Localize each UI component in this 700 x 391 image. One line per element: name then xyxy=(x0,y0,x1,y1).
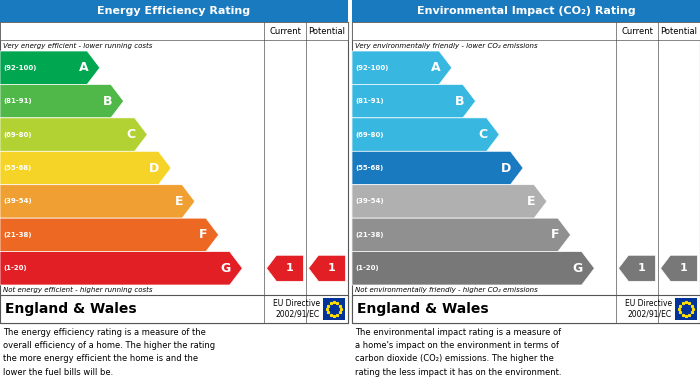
Text: Potential: Potential xyxy=(661,27,697,36)
Text: The energy efficiency rating is a measure of the
overall efficiency of a home. T: The energy efficiency rating is a measur… xyxy=(3,328,215,377)
Text: (92-100): (92-100) xyxy=(3,65,36,71)
Text: F: F xyxy=(198,228,207,241)
Bar xyxy=(0,0,348,22)
Text: D: D xyxy=(149,161,160,174)
Text: Current: Current xyxy=(269,27,301,36)
Bar xyxy=(323,298,345,320)
Text: (21-38): (21-38) xyxy=(355,232,384,238)
Polygon shape xyxy=(0,151,171,185)
Polygon shape xyxy=(0,118,147,151)
Text: G: G xyxy=(220,262,231,275)
Polygon shape xyxy=(0,51,100,84)
Bar xyxy=(352,22,700,323)
Polygon shape xyxy=(352,118,499,151)
Text: C: C xyxy=(127,128,136,141)
Polygon shape xyxy=(0,218,218,251)
Polygon shape xyxy=(352,51,452,84)
Polygon shape xyxy=(352,218,570,251)
Polygon shape xyxy=(661,255,697,281)
Text: EU Directive
2002/91/EC: EU Directive 2002/91/EC xyxy=(273,299,320,319)
Text: E: E xyxy=(175,195,183,208)
Polygon shape xyxy=(352,251,594,285)
Polygon shape xyxy=(352,185,547,218)
Text: EU Directive
2002/91/EC: EU Directive 2002/91/EC xyxy=(625,299,672,319)
Text: (55-68): (55-68) xyxy=(3,165,31,171)
Bar xyxy=(0,295,348,323)
Text: (69-80): (69-80) xyxy=(355,131,384,138)
Text: A: A xyxy=(78,61,88,74)
Text: The environmental impact rating is a measure of
a home's impact on the environme: The environmental impact rating is a mea… xyxy=(355,328,561,377)
Text: B: B xyxy=(102,95,112,108)
Text: Energy Efficiency Rating: Energy Efficiency Rating xyxy=(97,6,251,16)
Text: 1: 1 xyxy=(680,263,688,273)
Polygon shape xyxy=(352,84,475,118)
Text: 1: 1 xyxy=(286,263,294,273)
Text: C: C xyxy=(479,128,488,141)
Text: (39-54): (39-54) xyxy=(3,198,31,204)
Text: England & Wales: England & Wales xyxy=(5,302,136,316)
Text: (1-20): (1-20) xyxy=(355,265,379,271)
Text: Very environmentally friendly - lower CO₂ emissions: Very environmentally friendly - lower CO… xyxy=(355,43,538,48)
Text: 1: 1 xyxy=(328,263,336,273)
Text: Potential: Potential xyxy=(309,27,346,36)
Text: England & Wales: England & Wales xyxy=(357,302,489,316)
Text: Current: Current xyxy=(621,27,653,36)
Text: Environmental Impact (CO₂) Rating: Environmental Impact (CO₂) Rating xyxy=(416,6,636,16)
Text: (81-91): (81-91) xyxy=(355,98,384,104)
Polygon shape xyxy=(352,151,523,185)
Polygon shape xyxy=(309,255,346,281)
Bar xyxy=(352,22,700,40)
Text: (92-100): (92-100) xyxy=(355,65,388,71)
Text: (69-80): (69-80) xyxy=(3,131,31,138)
Text: E: E xyxy=(526,195,536,208)
Text: F: F xyxy=(550,228,559,241)
Text: 1: 1 xyxy=(638,263,646,273)
Bar xyxy=(675,298,697,320)
Polygon shape xyxy=(0,84,124,118)
Text: (55-68): (55-68) xyxy=(355,165,384,171)
Polygon shape xyxy=(0,185,195,218)
Text: (21-38): (21-38) xyxy=(3,232,31,238)
Polygon shape xyxy=(0,251,242,285)
Bar xyxy=(0,22,348,40)
Polygon shape xyxy=(619,255,655,281)
Text: Very energy efficient - lower running costs: Very energy efficient - lower running co… xyxy=(3,43,153,48)
Text: (1-20): (1-20) xyxy=(3,265,27,271)
Bar xyxy=(352,0,700,22)
Text: (39-54): (39-54) xyxy=(355,198,384,204)
Bar xyxy=(352,295,700,323)
Bar xyxy=(0,22,348,323)
Text: D: D xyxy=(501,161,512,174)
Text: Not energy efficient - higher running costs: Not energy efficient - higher running co… xyxy=(3,287,153,293)
Text: B: B xyxy=(454,95,464,108)
Text: A: A xyxy=(430,61,440,74)
Text: (81-91): (81-91) xyxy=(3,98,31,104)
Text: G: G xyxy=(573,262,582,275)
Polygon shape xyxy=(267,255,304,281)
Text: Not environmentally friendly - higher CO₂ emissions: Not environmentally friendly - higher CO… xyxy=(355,287,538,293)
